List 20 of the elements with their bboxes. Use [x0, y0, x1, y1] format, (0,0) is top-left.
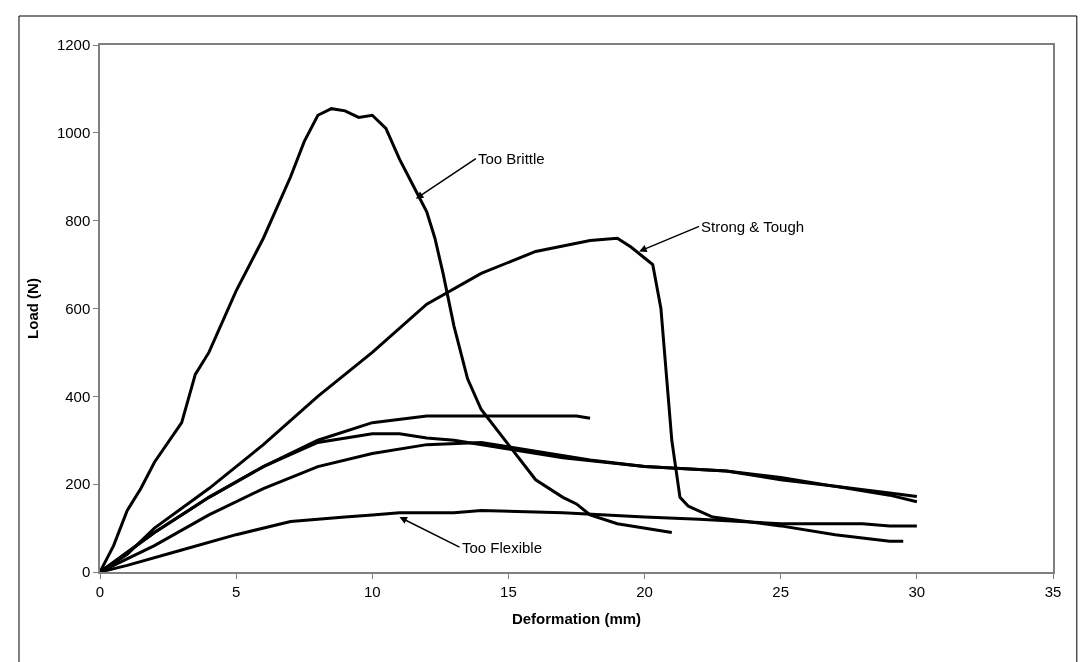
x-tick-label: 20 — [636, 582, 653, 600]
annotation: Too Flexible — [462, 539, 543, 556]
x-tick-label: 5 — [231, 582, 241, 600]
x-tick-label: 25 — [772, 582, 790, 600]
x-tick-label: 30 — [908, 582, 926, 600]
y-tick-label: 600 — [65, 299, 91, 317]
y-tick-label: 0 — [81, 563, 91, 581]
annotation: Strong & Tough — [701, 218, 805, 235]
y-tick-label: 400 — [65, 387, 91, 405]
y-tick-label: 800 — [65, 211, 91, 229]
x-tick-label: 10 — [363, 582, 381, 600]
x-tick-label: 35 — [1044, 582, 1062, 600]
y-tick-label: 1200 — [56, 36, 91, 54]
x-tick-label: 15 — [500, 582, 517, 600]
y-tick-label: 200 — [65, 475, 91, 493]
annotation: Too Brittle — [478, 150, 545, 167]
x-axis-title: Deformation (mm) — [511, 610, 642, 628]
y-tick-label: 1000 — [56, 124, 91, 142]
y-axis-title: Load (N) — [23, 278, 41, 339]
x-tick-label: 0 — [95, 582, 105, 600]
